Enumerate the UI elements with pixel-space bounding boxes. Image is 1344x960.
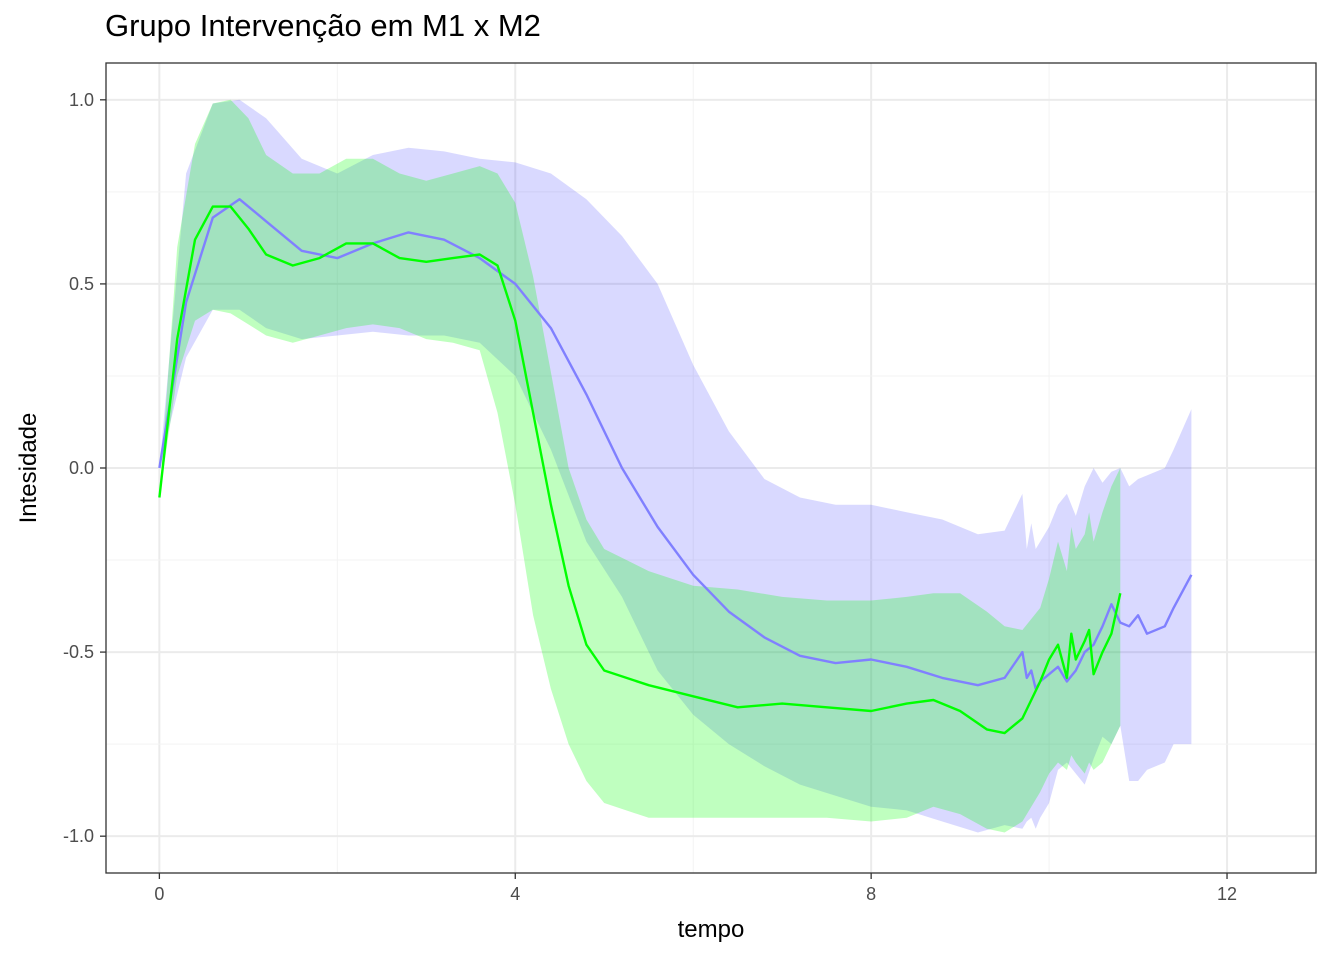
ci-band-series-2 — [159, 99, 1121, 833]
y-tick-label: 1.0 — [69, 90, 94, 110]
y-tick-label: 0.0 — [69, 458, 94, 478]
series-line-2 — [158, 205, 1122, 735]
line-layer — [158, 197, 1193, 735]
x-tick-label: 4 — [510, 884, 520, 904]
x-axis-title: tempo — [678, 916, 745, 943]
band-layer — [159, 99, 1192, 833]
series-line-1 — [158, 197, 1193, 691]
x-tick-label: 0 — [154, 884, 164, 904]
y-tick-label: -0.5 — [63, 642, 94, 662]
x-tick-label: 8 — [866, 884, 876, 904]
y-tick-label: -1.0 — [63, 826, 94, 846]
x-tick-label: 12 — [1217, 884, 1237, 904]
y-tick-label: 0.5 — [69, 274, 94, 294]
grid-layer — [106, 63, 1316, 873]
y-axis-title: Intesidade — [15, 413, 42, 524]
ci-band-series-1 — [159, 99, 1192, 833]
tick-layer: 0 4 8 12 -1.0 -0.5 0.0 0.5 1.0 — [63, 90, 1237, 904]
chart-title: Grupo Intervenção em M1 x M2 — [105, 8, 541, 43]
